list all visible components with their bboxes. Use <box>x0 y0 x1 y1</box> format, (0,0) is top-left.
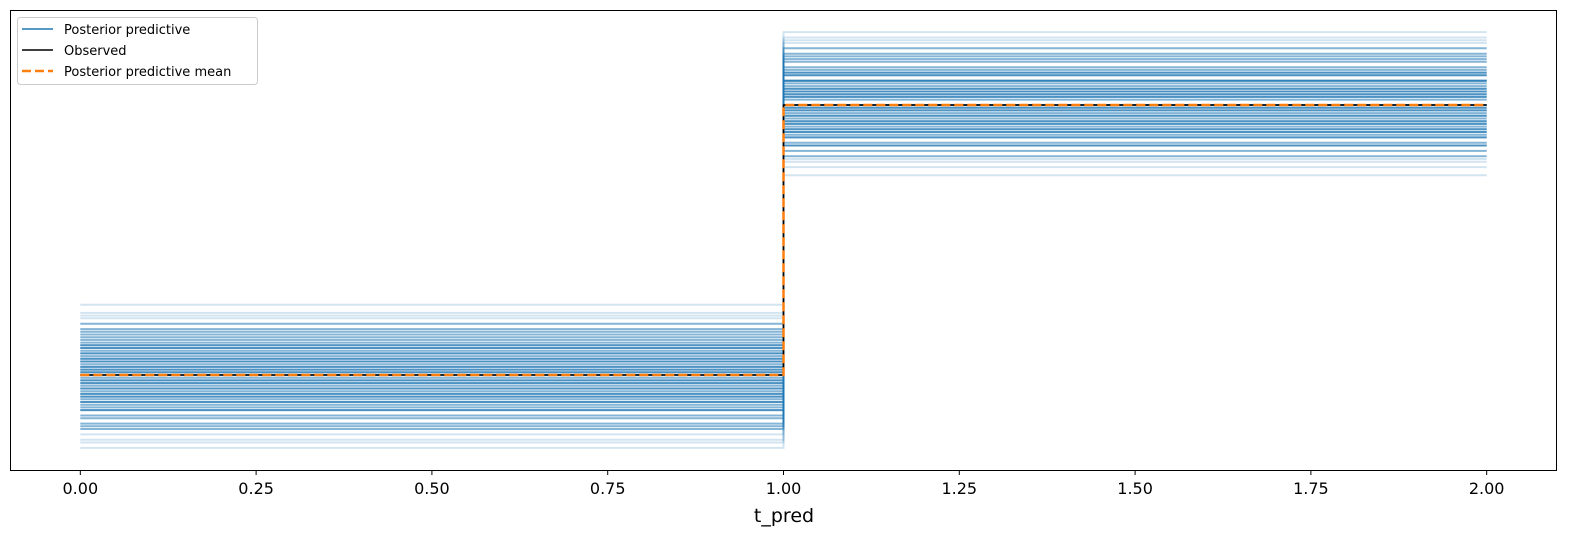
legend-label-observed: Observed <box>64 44 127 59</box>
x-axis-ticks: 0.00 0.25 0.50 0.75 1.00 1.25 1.50 1.75 2.00 <box>63 470 1505 498</box>
x-tick-label: 0.25 <box>238 479 274 498</box>
x-tick-label: 0.75 <box>590 479 626 498</box>
x-tick-label: 1.50 <box>1117 479 1153 498</box>
x-tick-label: 1.00 <box>766 479 802 498</box>
x-tick-label: 1.75 <box>1293 479 1329 498</box>
legend: Posterior predictive Observed Posterior … <box>17 17 258 85</box>
legend-label-posterior-predictive-mean: Posterior predictive mean <box>64 65 231 80</box>
x-axis-label: t_pred <box>754 505 814 527</box>
x-tick-label: 1.25 <box>941 479 977 498</box>
legend-frame <box>17 17 258 85</box>
x-tick-label: 0.50 <box>414 479 450 498</box>
legend-label-posterior-predictive: Posterior predictive <box>64 23 190 38</box>
posterior-predictive-mean-line <box>80 103 1487 377</box>
x-tick-label: 0.00 <box>63 479 99 498</box>
x-tick-label: 2.00 <box>1469 479 1505 498</box>
